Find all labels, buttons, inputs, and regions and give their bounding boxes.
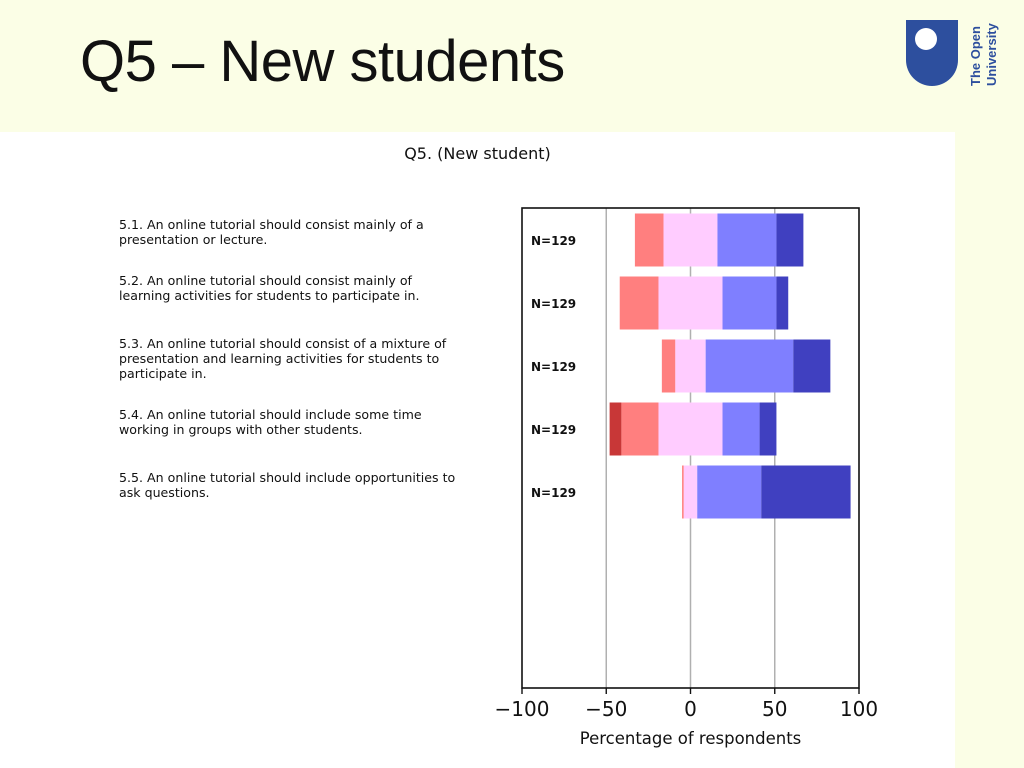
bar-segment-disagree: [661, 339, 676, 393]
chart-title: Q5. (New student): [404, 144, 551, 163]
bar-segment-agree: [722, 276, 777, 330]
logo-text-line1: The Open: [968, 26, 983, 86]
bar-segment-agree: [705, 339, 794, 393]
n-label: N=129: [531, 360, 576, 374]
x-tick-label: 50: [762, 697, 787, 721]
bar-segment-strongly-agree: [776, 276, 789, 330]
n-label: N=129: [531, 423, 576, 437]
bar-segment-agree: [717, 213, 777, 267]
x-axis-label: Percentage of respondents: [580, 729, 802, 748]
n-label: N=129: [531, 297, 576, 311]
bar-segment-disagree: [634, 213, 664, 267]
question-label: 5.4. An online tutorial should include s…: [119, 407, 422, 437]
logo-circle: [915, 28, 937, 50]
logo-text-line2: University: [984, 22, 999, 86]
bar-segment-neutral: [663, 213, 718, 267]
bar-segment-disagree: [682, 465, 684, 519]
open-university-logo: The Open University: [906, 20, 999, 86]
bar-segment-strongly-agree: [776, 213, 804, 267]
bar-segment-agree: [697, 465, 762, 519]
bar-segment-strongly-agree: [761, 465, 851, 519]
x-tick-label: −50: [585, 697, 627, 721]
x-tick-label: 100: [840, 697, 878, 721]
bar-segment-strongly-agree: [793, 339, 831, 393]
diverging-bar-chart: N=129 N=129 N=129 N=129 N=129 −100 −50 0 50 100 Pe…: [495, 207, 878, 748]
bar-segment-neutral: [658, 402, 723, 456]
bar-segment-strongly-disagree: [609, 402, 622, 456]
bar-segment-neutral: [675, 339, 706, 393]
n-label: N=129: [531, 234, 576, 248]
bar-segment-disagree: [619, 276, 659, 330]
chart-panel: Q5. (New student) 5.1. An online tutoria…: [0, 132, 955, 768]
bar-segment-neutral: [683, 465, 698, 519]
slide-title: Q5 – New students: [80, 29, 565, 94]
n-label: N=129: [531, 486, 576, 500]
x-tick-label: 0: [684, 697, 697, 721]
x-tick-label: −100: [495, 697, 550, 721]
question-label: 5.1. An online tutorial should consist m…: [119, 217, 424, 247]
question-label: 5.5. An online tutorial should include o…: [119, 470, 456, 500]
question-label: 5.3. An online tutorial should consist o…: [119, 336, 447, 381]
bar-segment-strongly-agree: [759, 402, 777, 456]
bar-segment-agree: [722, 402, 760, 456]
question-label: 5.2. An online tutorial should consist m…: [119, 273, 420, 303]
bar-segment-disagree: [621, 402, 659, 456]
bar-segment-neutral: [658, 276, 723, 330]
